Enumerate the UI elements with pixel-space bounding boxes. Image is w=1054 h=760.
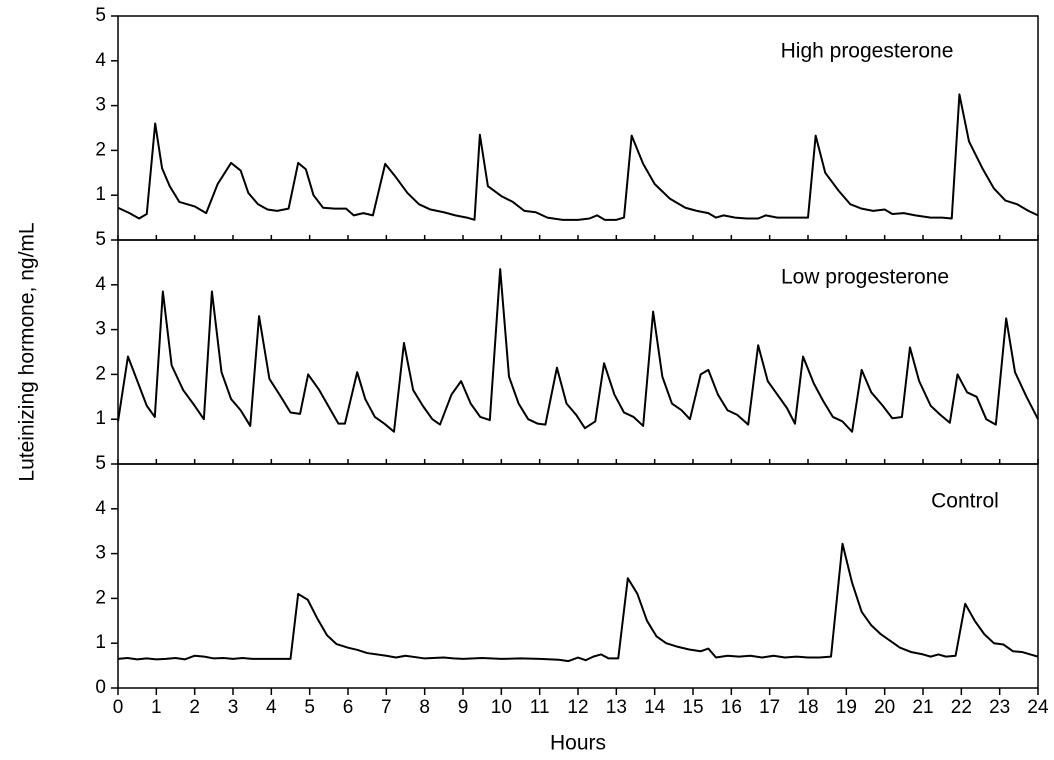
x-tick-label: 20	[874, 697, 895, 718]
x-tick-label: 9	[458, 697, 469, 718]
y-tick-label: 2	[95, 139, 106, 160]
x-tick-label: 4	[266, 697, 277, 718]
y-tick-label: 3	[95, 319, 106, 340]
y-tick-label: 2	[95, 363, 106, 384]
y-tick-label: 5	[95, 229, 106, 250]
x-tick-label: 14	[644, 697, 666, 718]
x-tick-label: 21	[912, 697, 933, 718]
y-tick-label: 5	[95, 453, 106, 474]
y-tick-label: 1	[95, 408, 106, 429]
x-axis-label: Hours	[550, 732, 606, 755]
y-tick-label: 1	[95, 184, 106, 205]
x-tick-label: 2	[189, 697, 200, 718]
annotation: High progesterone	[781, 40, 954, 63]
plot-frame	[117, 463, 1039, 689]
x-tick-label: 7	[381, 697, 392, 718]
x-tick-label: 1	[151, 697, 162, 718]
x-tick-label: 6	[343, 697, 354, 718]
x-tick-label: 12	[567, 697, 588, 718]
y-tick-label: 3	[95, 543, 106, 564]
x-tick-label: 0	[113, 697, 124, 718]
y-tick-label: 4	[95, 50, 106, 71]
y-axis-label: Luteinizing hormone, ng/mL	[16, 222, 39, 481]
line-series	[117, 542, 1039, 663]
x-tick-label: 16	[721, 697, 742, 718]
x-tick-label: 15	[682, 697, 703, 718]
x-tick-label: 11	[530, 697, 550, 718]
x-tick-label: 13	[606, 697, 627, 718]
x-tick-label: 24	[1027, 697, 1049, 718]
y-tick-label: 4	[95, 498, 106, 519]
x-tick-label: 3	[228, 697, 239, 718]
y-tick-label: 5	[95, 5, 106, 26]
line-series	[117, 93, 1039, 221]
x-tick-label: 19	[836, 697, 857, 718]
x-tick-label: 18	[797, 697, 818, 718]
x-tick-label: 5	[304, 697, 315, 718]
x-tick-label: 17	[759, 697, 780, 718]
x-tick-label: 22	[951, 697, 972, 718]
y-tick-label: 0	[95, 677, 106, 698]
x-tick-label: 23	[989, 697, 1010, 718]
line-series	[117, 268, 1039, 433]
y-tick-label: 3	[95, 95, 106, 116]
annotation: Low progesterone	[781, 266, 949, 289]
y-tick-label: 4	[95, 274, 106, 295]
annotation: Control	[931, 490, 999, 513]
y-tick-label: 1	[95, 632, 106, 653]
x-tick-label: 8	[419, 697, 430, 718]
y-tick-label: 2	[95, 587, 106, 608]
x-tick-label: 10	[491, 697, 512, 718]
